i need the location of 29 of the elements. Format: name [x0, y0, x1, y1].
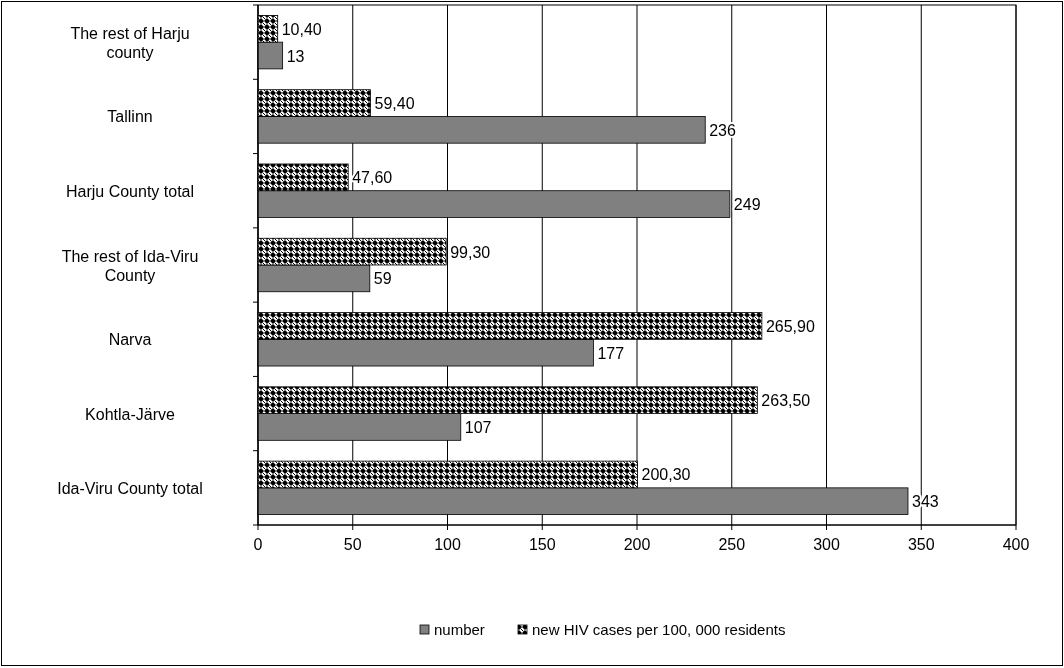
y-tick-label: Tallinn	[107, 108, 153, 126]
x-tick-label: 0	[253, 536, 263, 553]
y-tick-label: Narva	[108, 331, 152, 349]
x-tick-label: 200	[623, 536, 651, 553]
data-label: 59,40	[374, 95, 415, 113]
y-tick-label: The rest of Harju county	[70, 24, 190, 61]
data-label: 10,40	[281, 20, 322, 38]
x-tick-label: 150	[528, 536, 556, 553]
data-label: 263,50	[761, 392, 811, 410]
y-tick-label: Harju County total	[65, 182, 195, 200]
data-label: 107	[464, 418, 492, 436]
data-label: 265,90	[765, 317, 815, 335]
x-tick-label: 50	[343, 536, 362, 553]
x-tick-label: 250	[718, 536, 746, 553]
y-tick-label: Ida-Viru County total	[57, 479, 203, 497]
legend-label: new HIV cases per 100, 000 residents	[532, 621, 786, 638]
x-tick-label: 400	[1002, 536, 1030, 553]
data-label: 249	[733, 196, 761, 214]
x-tick-label: 100	[434, 536, 461, 553]
data-label: 59	[373, 270, 392, 288]
data-label: 177	[597, 344, 625, 362]
legend-label: number	[434, 621, 485, 638]
y-tick-label: Kohtla-Järve	[85, 405, 176, 423]
y-tick-label: The rest of Ida-Viru County	[61, 247, 199, 284]
x-tick-label: 350	[907, 536, 935, 553]
data-label: 13	[286, 47, 305, 65]
data-label: 200,30	[641, 466, 691, 484]
data-label: 99,30	[450, 243, 491, 261]
x-tick-label: 300	[813, 536, 840, 553]
